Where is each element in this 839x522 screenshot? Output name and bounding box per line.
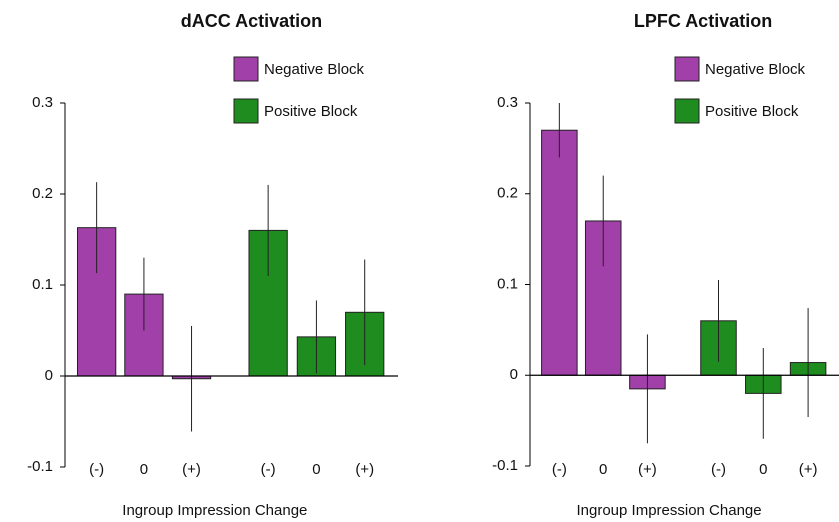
y-tick-label: 0.2	[497, 185, 518, 202]
legend-swatch	[233, 56, 259, 82]
x-tick-label: (+)	[182, 461, 201, 478]
x-tick-label: (-)	[89, 461, 104, 478]
chart-title: dACC Activation	[181, 11, 322, 31]
y-tick-label: -0.1	[27, 458, 53, 475]
y-tick-label: 0.3	[32, 94, 53, 111]
legend-swatch	[674, 56, 700, 82]
x-tick-label: 0	[599, 461, 607, 478]
y-tick-label: 0.1	[32, 276, 53, 293]
legend-label: Positive Block	[264, 103, 358, 120]
bar	[541, 129, 578, 376]
x-axis-label: Ingroup Impression Change	[122, 502, 307, 519]
x-tick-label: 0	[759, 461, 767, 478]
x-tick-label: (-)	[261, 461, 276, 478]
x-tick-label: 0	[140, 461, 148, 478]
y-tick-label: 0.3	[497, 94, 518, 111]
x-tick-label: (-)	[711, 461, 726, 478]
x-tick-label: (+)	[799, 461, 818, 478]
legend-label: Positive Block	[705, 103, 799, 120]
legend-label: Negative Block	[264, 61, 365, 78]
y-tick-label: -0.1	[492, 457, 518, 474]
y-tick-label: 0.1	[497, 275, 518, 292]
chart-title: LPFC Activation	[634, 11, 772, 31]
x-axis-label: Ingroup Impression Change	[576, 502, 761, 519]
legend-label: Negative Block	[705, 61, 806, 78]
legend-swatch	[233, 98, 259, 124]
x-tick-label: (+)	[355, 461, 374, 478]
x-tick-label: (+)	[638, 461, 657, 478]
y-tick-label: 0.2	[32, 185, 53, 202]
legend-swatch	[674, 98, 700, 124]
x-tick-label: (-)	[552, 461, 567, 478]
y-tick-label: 0	[45, 367, 53, 384]
y-tick-label: 0	[510, 366, 518, 383]
x-tick-label: 0	[312, 461, 320, 478]
